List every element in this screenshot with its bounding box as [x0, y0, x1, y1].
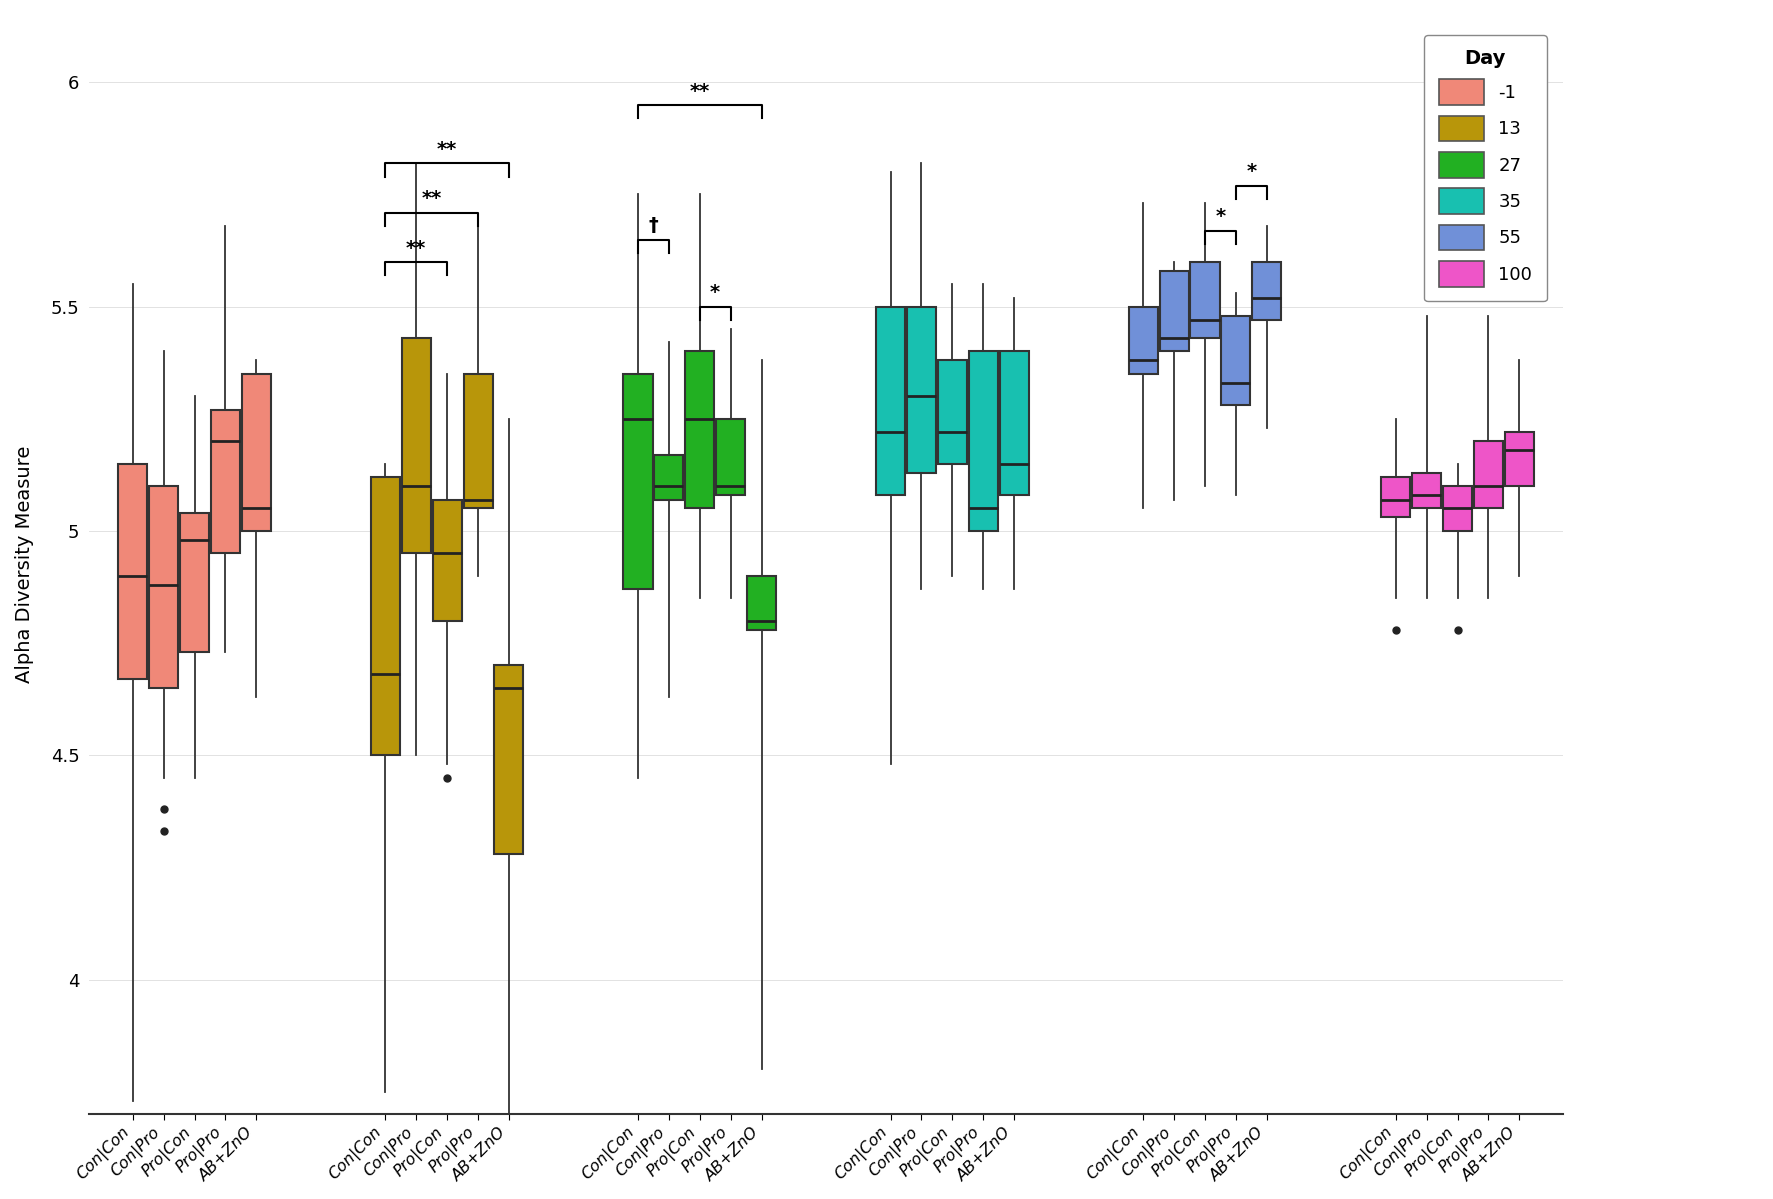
Bar: [908, 307, 936, 472]
Legend: -1, 13, 27, 35, 55, 100: -1, 13, 27, 35, 55, 100: [1424, 35, 1546, 301]
Bar: [968, 351, 998, 531]
Text: **: **: [690, 82, 709, 101]
Bar: [938, 361, 966, 464]
Bar: [211, 410, 239, 553]
Bar: [1000, 351, 1028, 495]
Text: *: *: [1215, 207, 1225, 227]
Y-axis label: Alpha Diversity Measure: Alpha Diversity Measure: [14, 446, 34, 683]
Text: **: **: [422, 189, 441, 209]
Bar: [119, 464, 147, 679]
Bar: [181, 513, 209, 652]
Bar: [1411, 472, 1441, 508]
Bar: [746, 576, 777, 629]
Bar: [1443, 486, 1472, 531]
Bar: [1190, 261, 1220, 338]
Bar: [241, 374, 271, 531]
Text: **: **: [406, 239, 426, 258]
Bar: [624, 374, 652, 589]
Bar: [402, 338, 431, 553]
Text: †: †: [649, 216, 658, 235]
Text: **: **: [436, 140, 457, 159]
Bar: [495, 665, 523, 854]
Bar: [1222, 315, 1250, 405]
Bar: [149, 486, 179, 688]
Bar: [684, 351, 715, 508]
Bar: [371, 477, 401, 755]
Text: *: *: [1246, 162, 1257, 181]
Bar: [1129, 307, 1158, 374]
Bar: [1473, 441, 1504, 508]
Text: *: *: [711, 283, 720, 302]
Bar: [463, 374, 493, 508]
Bar: [1160, 271, 1188, 351]
Bar: [1505, 432, 1534, 486]
Bar: [433, 500, 461, 621]
Bar: [654, 454, 683, 500]
Bar: [876, 307, 904, 495]
Bar: [1381, 477, 1410, 518]
Bar: [1252, 261, 1282, 320]
Bar: [716, 418, 745, 495]
